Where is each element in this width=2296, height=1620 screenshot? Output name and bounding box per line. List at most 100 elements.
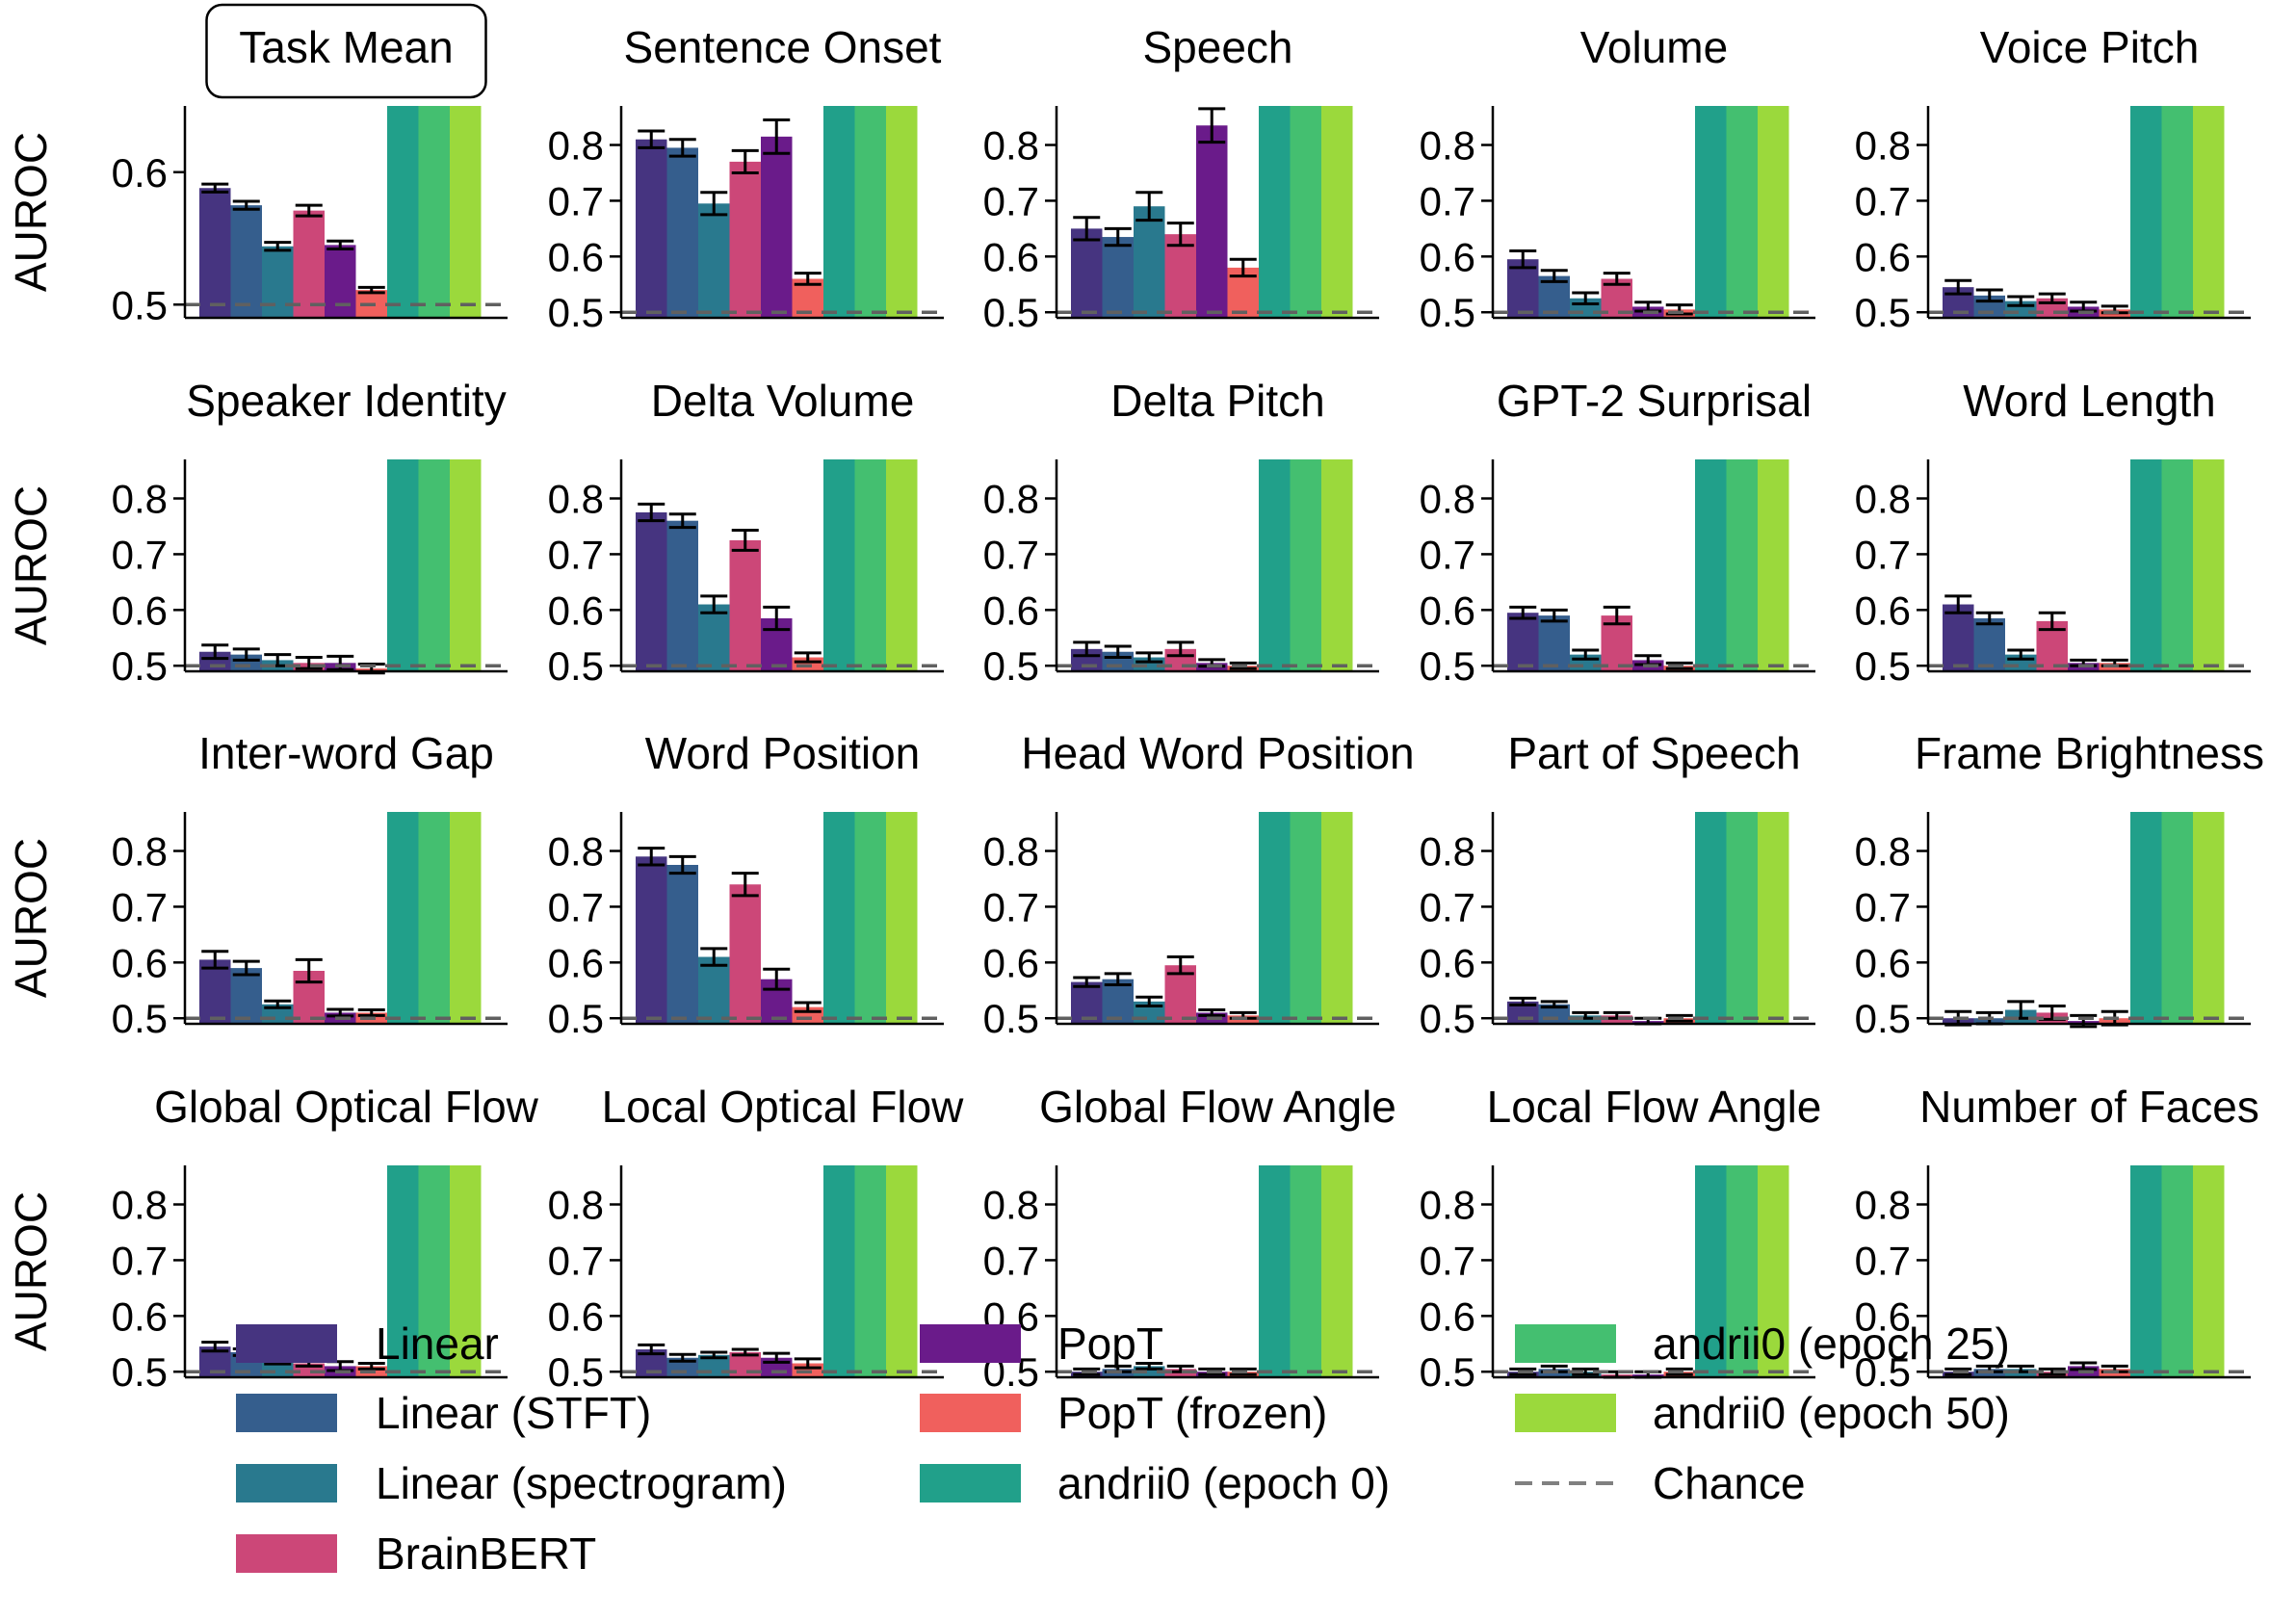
legend-label: PopT (frozen) xyxy=(1057,1388,1327,1438)
y-tick-label: 0.6 xyxy=(983,588,1039,633)
y-tick-label: 0.8 xyxy=(1420,123,1475,169)
bar xyxy=(886,106,918,318)
y-tick-label: 0.6 xyxy=(983,940,1039,985)
legend-label: Linear (spectrogram) xyxy=(376,1458,787,1508)
legend: Linear Linear (STFT) Linear (spectrogram) B… xyxy=(236,1319,2010,1579)
panel: Delta Pitch 0.5 0.6 0.7 0.8 xyxy=(983,376,1379,689)
y-tick-label: 0.5 xyxy=(1855,1349,1911,1395)
y-tick-label: 0.8 xyxy=(112,1183,168,1228)
panel-title: Frame Brightness xyxy=(1915,728,2264,778)
legend-swatch xyxy=(920,1394,1021,1432)
bar xyxy=(2161,812,2193,1024)
panel: Head Word Position 0.5 0.6 0.7 0.8 xyxy=(983,728,1415,1041)
y-tick-label: 0.5 xyxy=(112,1349,168,1395)
bar xyxy=(387,106,419,318)
bar xyxy=(2130,1165,2162,1377)
legend-label: Linear (STFT) xyxy=(376,1388,651,1438)
panel: Global Optical Flow 0.5 0.6 0.7 0.8 AUROC xyxy=(6,1082,539,1395)
y-tick-label: 0.8 xyxy=(1855,123,1911,169)
legend-swatch xyxy=(236,1534,337,1573)
y-tick-label: 0.5 xyxy=(548,290,604,335)
bar xyxy=(823,812,855,1024)
legend-label: PopT xyxy=(1057,1319,1163,1369)
panel-title: Local Flow Angle xyxy=(1487,1082,1822,1132)
panel-title: Delta Volume xyxy=(651,376,915,426)
bar xyxy=(666,520,698,671)
y-tick-label: 0.7 xyxy=(548,1238,604,1283)
y-tick-label: 0.8 xyxy=(983,1183,1039,1228)
bar xyxy=(729,884,761,1024)
panel: Speech 0.5 0.6 0.7 0.8 xyxy=(983,22,1379,335)
bar xyxy=(418,106,450,318)
bar xyxy=(2193,459,2225,671)
panel: Task Mean 0.5 0.6 AUROC xyxy=(6,3,508,327)
bar xyxy=(729,539,761,671)
bar xyxy=(2161,106,2193,318)
legend-item: PopT xyxy=(920,1319,1163,1369)
legend-label: BrainBERT xyxy=(376,1529,596,1579)
bar xyxy=(1290,812,1321,1024)
bar xyxy=(1259,812,1291,1024)
bar xyxy=(823,106,855,318)
panel-title: Global Flow Angle xyxy=(1039,1082,1396,1132)
bar xyxy=(2193,1165,2225,1377)
bar xyxy=(1321,106,1353,318)
legend-swatch xyxy=(236,1324,337,1363)
bar xyxy=(636,139,667,318)
panel-title: Delta Pitch xyxy=(1110,376,1324,426)
bar xyxy=(450,459,482,671)
y-tick-label: 0.7 xyxy=(548,884,604,929)
bar xyxy=(1321,459,1353,671)
panel-title: Inter-word Gap xyxy=(198,728,494,778)
panel: Local Optical Flow 0.5 0.6 0.7 0.8 xyxy=(548,1082,965,1395)
y-tick-label: 0.5 xyxy=(1420,1349,1475,1395)
y-tick-label: 0.7 xyxy=(1420,532,1475,577)
y-tick-label: 0.7 xyxy=(983,178,1039,223)
bar xyxy=(450,812,482,1024)
bar xyxy=(1102,979,1134,1024)
panel-title: Speech xyxy=(1142,22,1292,72)
y-tick-label: 0.6 xyxy=(1420,1293,1475,1339)
panel: Volume 0.5 0.6 0.7 0.8 xyxy=(1420,22,1815,335)
y-tick-label: 0.8 xyxy=(112,477,168,522)
bar xyxy=(1758,106,1789,318)
bar xyxy=(1321,1165,1353,1377)
y-tick-label: 0.5 xyxy=(548,1349,604,1395)
bar xyxy=(636,856,667,1024)
bar xyxy=(1259,459,1291,671)
bar xyxy=(854,812,886,1024)
legend-item: andrii0 (epoch 0) xyxy=(920,1458,1390,1508)
panel: Voice Pitch 0.5 0.6 0.7 0.8 xyxy=(1855,22,2251,335)
y-tick-label: 0.7 xyxy=(1855,884,1911,929)
bar xyxy=(854,1165,886,1377)
bar xyxy=(387,1165,419,1377)
panel: Sentence Onset 0.5 0.6 0.7 0.8 xyxy=(548,22,944,335)
legend-item: andrii0 (epoch 50) xyxy=(1515,1388,2010,1438)
y-tick-label: 0.7 xyxy=(983,1238,1039,1283)
legend-swatch xyxy=(236,1394,337,1432)
bar xyxy=(1134,1366,1165,1377)
y-tick-label: 0.7 xyxy=(1420,884,1475,929)
bar xyxy=(387,459,419,671)
bar xyxy=(2130,106,2162,318)
y-tick-label: 0.6 xyxy=(1855,940,1911,985)
panel-title: Speaker Identity xyxy=(186,376,506,426)
panel-title: Number of Faces xyxy=(1919,1082,2259,1132)
y-tick-label: 0.5 xyxy=(548,996,604,1041)
y-tick-label: 0.8 xyxy=(1420,829,1475,875)
bar xyxy=(823,1165,855,1377)
y-tick-label: 0.6 xyxy=(1420,940,1475,985)
bar xyxy=(886,812,918,1024)
bar xyxy=(854,459,886,671)
y-tick-label: 0.5 xyxy=(548,643,604,689)
y-tick-label: 0.5 xyxy=(1855,996,1911,1041)
bar xyxy=(636,512,667,671)
legend-swatch xyxy=(920,1324,1021,1363)
bar xyxy=(1102,237,1134,318)
panel: Inter-word Gap 0.5 0.6 0.7 0.8 AUROC xyxy=(6,728,508,1041)
y-tick-label: 0.6 xyxy=(548,588,604,633)
bar xyxy=(666,865,698,1024)
bar xyxy=(1943,604,1974,671)
panel: Number of Faces 0.5 0.6 0.7 0.8 xyxy=(1855,1082,2259,1395)
legend-label: andrii0 (epoch 25) xyxy=(1653,1319,2010,1369)
